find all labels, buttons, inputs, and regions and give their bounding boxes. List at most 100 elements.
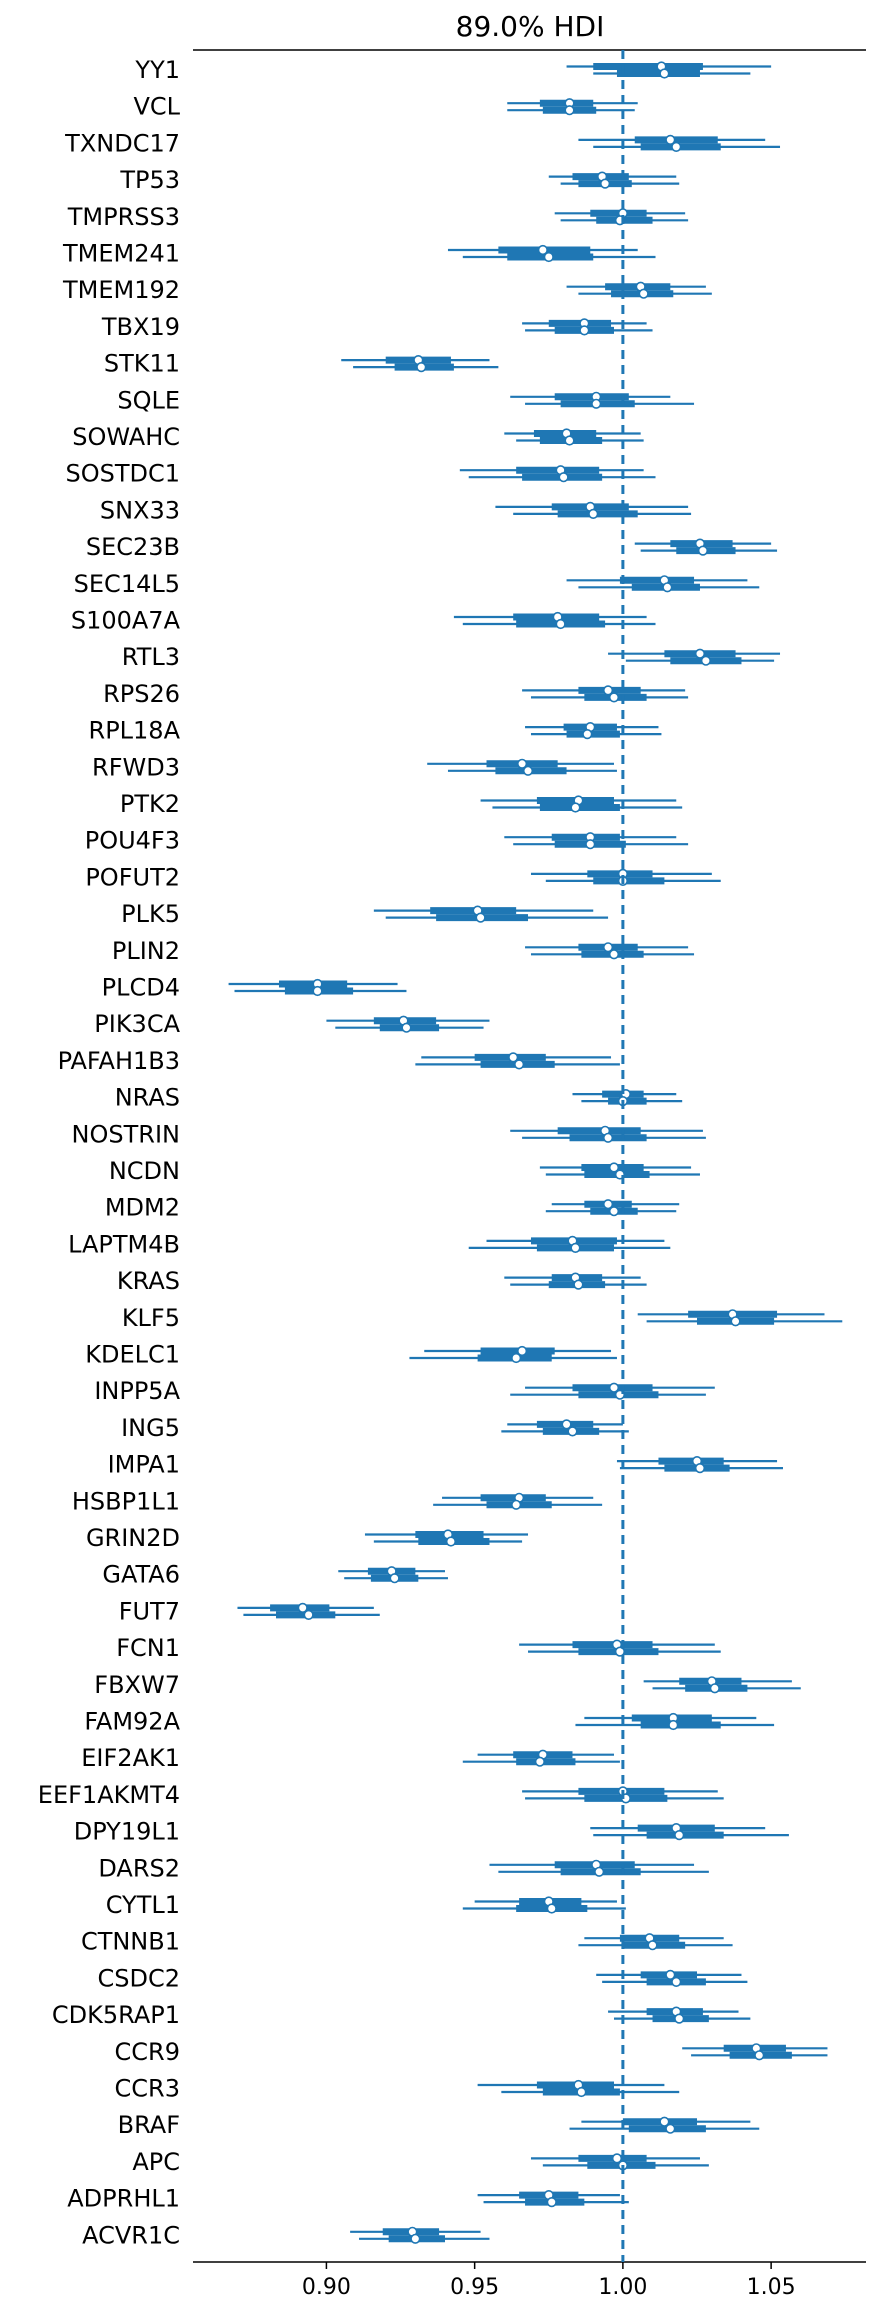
median-point <box>594 1866 605 1877</box>
row-label: TMPRSS3 <box>67 203 180 231</box>
row-label: NOSTRIN <box>72 1120 180 1148</box>
forest-row: SOWAHC <box>72 423 644 451</box>
median-point <box>694 1462 706 1474</box>
median-point <box>514 1059 525 1070</box>
row-label: CTNNB1 <box>81 1928 180 1956</box>
row-label: ING5 <box>121 1414 180 1442</box>
row-label: SQLE <box>117 386 180 414</box>
forest-row: EEF1AKMT4 <box>38 1781 724 1809</box>
forest-row: ACVR1C <box>82 2221 490 2249</box>
row-label: LAPTM4B <box>68 1230 180 1258</box>
row-label: SEC23B <box>86 533 180 561</box>
x-axis-ticks: 0.90 0.95 1.00 1.05 <box>302 2262 796 2300</box>
median-point <box>573 1279 584 1290</box>
median-point <box>561 1419 572 1430</box>
forest-row: PIK3CA <box>94 1010 490 1038</box>
forest-row: EIF2AK1 <box>81 1744 620 1772</box>
row-label: PLK5 <box>121 900 180 928</box>
median-point <box>516 1345 528 1357</box>
forest-row: GATA6 <box>102 1561 448 1589</box>
median-point <box>445 1536 457 1547</box>
median-point <box>588 508 599 520</box>
forest-row: FAM92A <box>84 1708 775 1736</box>
median-point <box>564 435 575 446</box>
median-point <box>674 2013 685 2024</box>
forest-row: CYTL1 <box>106 1891 626 1919</box>
forest-row: CDK5RAP1 <box>52 2001 751 2029</box>
median-point <box>694 648 706 659</box>
forest-row: TMEM241 <box>62 240 656 268</box>
median-point <box>564 105 575 116</box>
row-label: STK11 <box>104 350 180 378</box>
median-point <box>730 1316 741 1327</box>
forest-row: POU4F3 <box>85 827 689 855</box>
row-label: CSDC2 <box>98 1964 181 1992</box>
forest-row: KLF5 <box>122 1304 843 1332</box>
row-label: PTK2 <box>120 790 180 818</box>
row-label: SOSTDC1 <box>65 460 180 488</box>
median-point <box>671 1976 682 1987</box>
median-point <box>508 1052 519 1063</box>
row-label: TMEM241 <box>62 240 180 268</box>
row-label: PLCD4 <box>102 974 180 1002</box>
forest-row: PTK2 <box>120 790 683 818</box>
median-point <box>546 2197 557 2208</box>
forest-row: CTNNB1 <box>81 1928 733 1956</box>
median-point <box>558 472 569 483</box>
x-tick-label: 0.95 <box>450 2275 499 2300</box>
median-point <box>674 1829 685 1841</box>
row-label: YY1 <box>134 56 180 84</box>
median-point <box>611 2153 623 2164</box>
median-point <box>614 1646 626 1657</box>
row-label: SNX33 <box>100 496 180 524</box>
forest-row: TMPRSS3 <box>67 203 689 231</box>
median-point <box>582 728 593 740</box>
forest-row: FBXW7 <box>94 1671 801 1699</box>
row-label: FCN1 <box>116 1634 180 1662</box>
row-label: HSBP1L1 <box>72 1487 180 1515</box>
forest-row: YY1 <box>134 56 772 84</box>
forest-row: RPL18A <box>89 717 662 745</box>
median-point <box>416 362 427 373</box>
row-label: CCR9 <box>115 2038 180 2066</box>
row-label: KDELC1 <box>85 1341 180 1369</box>
median-point <box>668 1719 679 1731</box>
row-label: CCR3 <box>115 2075 180 2103</box>
median-point <box>297 1602 308 1613</box>
median-point <box>543 251 554 263</box>
row-label: RPS26 <box>103 680 180 708</box>
x-tick-label: 1.00 <box>598 2275 647 2300</box>
row-label: DPY19L1 <box>74 1818 180 1846</box>
median-point <box>576 2086 587 2098</box>
forest-row: CSDC2 <box>98 1964 748 1992</box>
median-point <box>389 1573 400 1584</box>
median-point <box>697 545 709 556</box>
row-label: IMPA1 <box>108 1451 180 1479</box>
row-label: KRAS <box>117 1267 180 1295</box>
median-point <box>608 1382 620 1393</box>
row-label: PLIN2 <box>112 937 180 965</box>
row-label: GRIN2D <box>86 1524 180 1552</box>
forest-row: RTL3 <box>122 643 781 671</box>
row-label: SEC14L5 <box>74 570 180 598</box>
row-label: VCL <box>133 93 180 121</box>
row-label: EEF1AKMT4 <box>38 1781 180 1809</box>
median-point <box>511 1352 522 1364</box>
row-label: POFUT2 <box>85 863 180 891</box>
median-point <box>700 655 712 666</box>
median-point <box>608 1206 620 1217</box>
median-point <box>546 1903 557 1914</box>
forest-row: SQLE <box>117 386 695 414</box>
median-point <box>401 1022 412 1033</box>
median-point <box>475 912 486 923</box>
forest-row: STK11 <box>104 350 499 378</box>
forest-row: ADPRHL1 <box>67 2185 629 2213</box>
x-tick-label: 0.90 <box>302 2275 351 2300</box>
forest-row: FUT7 <box>119 1597 380 1625</box>
median-point <box>602 1199 614 1210</box>
median-point <box>665 2123 676 2134</box>
row-label: ACVR1C <box>82 2221 180 2249</box>
forest-row: BRAF <box>118 2111 760 2139</box>
row-label: S100A7A <box>71 607 181 635</box>
row-label: CYTL1 <box>106 1891 180 1919</box>
